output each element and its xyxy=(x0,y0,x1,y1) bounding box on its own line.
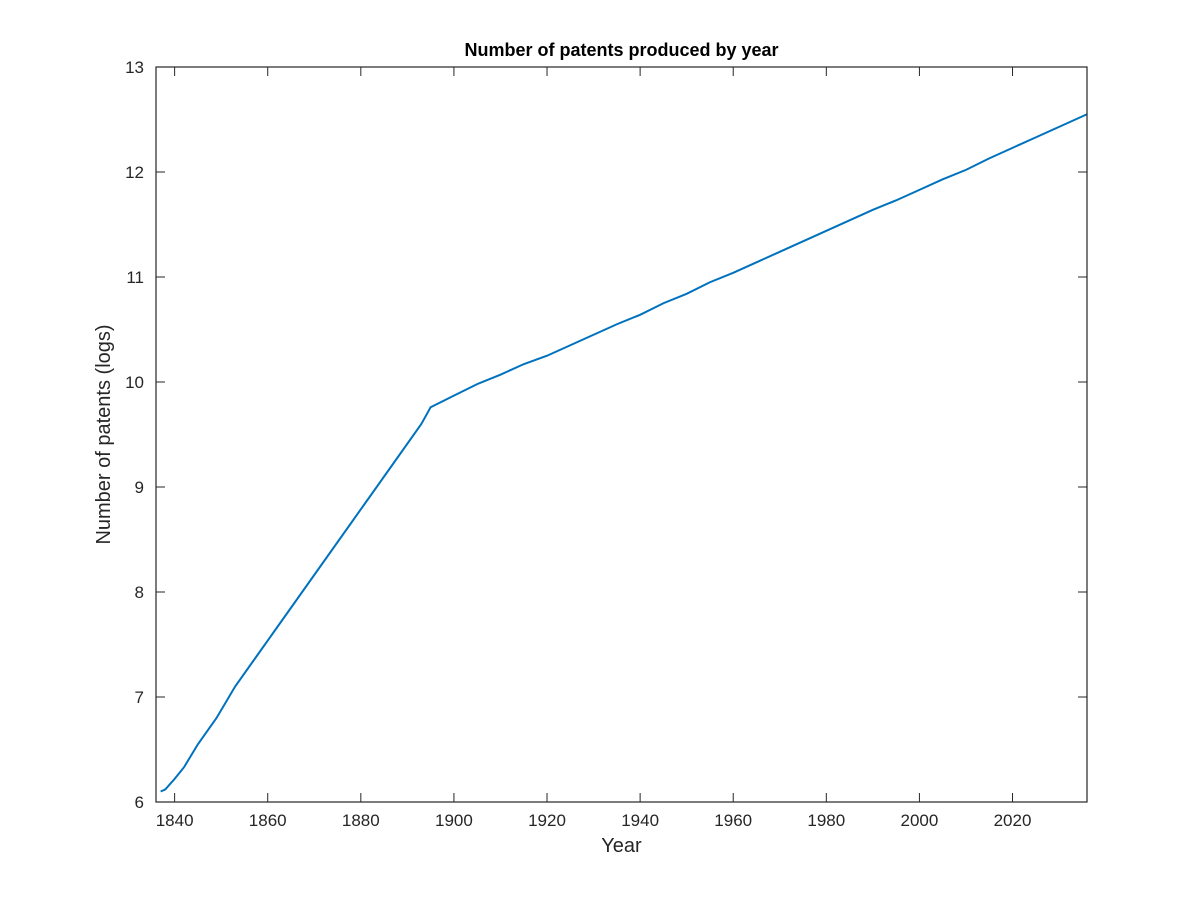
y-axis-ticks: 6 7 8 9 10 11 12 13 xyxy=(125,58,1087,812)
y-tick-label: 7 xyxy=(135,688,144,707)
y-axis-label: Number of patents (logs) xyxy=(93,324,115,544)
x-tick-label: 1980 xyxy=(807,811,845,830)
chart-title: Number of patents produced by year xyxy=(464,40,778,60)
x-tick-label: 1920 xyxy=(528,811,566,830)
x-tick-label: 1840 xyxy=(156,811,194,830)
x-tick-label: 1960 xyxy=(714,811,752,830)
plot-area: 1840 1860 1880 1900 1920 1940 1960 1980 2000 2020… xyxy=(125,58,1088,830)
y-tick-label: 8 xyxy=(135,583,144,602)
y-tick-label: 6 xyxy=(135,793,144,812)
y-tick-label: 11 xyxy=(126,268,144,287)
x-tick-label: 2020 xyxy=(994,811,1032,830)
x-tick-label: 1900 xyxy=(435,811,473,830)
axes-box xyxy=(155,66,1088,803)
y-tick-label: 13 xyxy=(125,58,144,77)
axes-background xyxy=(156,67,1087,802)
series-line xyxy=(160,113,1088,793)
x-axis-label: Year xyxy=(601,835,642,857)
y-tick-label: 12 xyxy=(125,163,144,182)
y-tick-label: 10 xyxy=(125,373,144,392)
y-tick-label: 9 xyxy=(135,478,144,497)
x-tick-label: 1940 xyxy=(621,811,659,830)
x-axis-ticks: 1840 1860 1880 1900 1920 1940 1960 1980 2000 2020 xyxy=(156,67,1032,830)
x-tick-label: 2000 xyxy=(901,811,939,830)
x-tick-label: 1860 xyxy=(249,811,287,830)
x-tick-label: 1880 xyxy=(342,811,380,830)
